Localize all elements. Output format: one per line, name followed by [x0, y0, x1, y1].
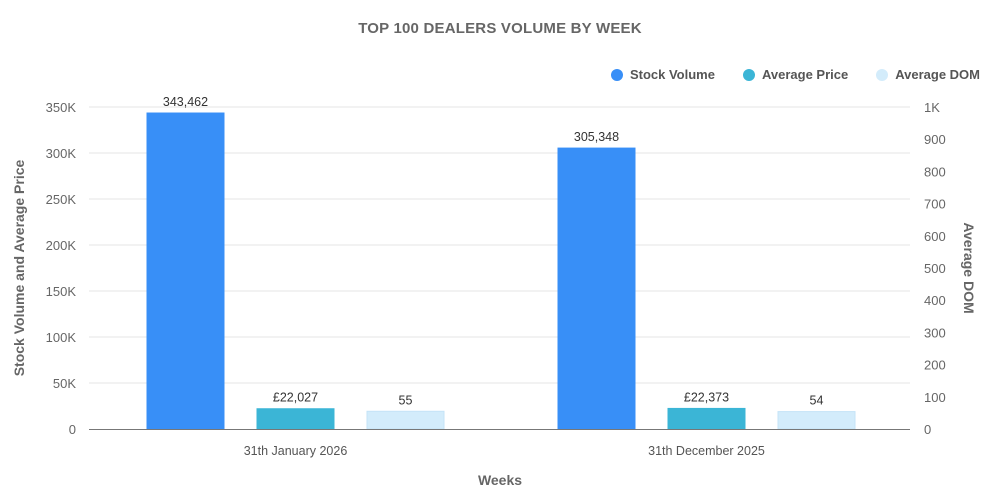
bar-stock-volume[interactable] — [146, 112, 225, 430]
x-axis-title: Weeks — [477, 472, 523, 488]
y-tick-right: 1K — [924, 100, 940, 115]
data-label: 305,348 — [574, 130, 619, 144]
legend-label: Average DOM — [895, 67, 980, 82]
bar-average-price[interactable] — [256, 408, 335, 430]
y-tick-left: 250K — [46, 192, 77, 207]
legend-item-average-price[interactable]: Average Price — [742, 67, 849, 82]
legend-dot-icon — [610, 68, 623, 81]
bar-stock-volume[interactable] — [557, 147, 636, 430]
data-label: £22,373 — [684, 390, 729, 404]
y-tick-left: 300K — [46, 146, 77, 161]
legend-label: Stock Volume — [629, 67, 715, 82]
bar-average-dom[interactable] — [777, 411, 856, 430]
legend-item-average-dom[interactable]: Average DOM — [876, 67, 980, 82]
data-label: £22,027 — [273, 391, 318, 405]
legend-item-stock-volume[interactable]: Stock Volume — [610, 67, 715, 82]
legend-label: Average Price — [761, 67, 849, 82]
data-label: 343,462 — [163, 95, 208, 109]
y-tick-left: 150K — [46, 284, 77, 299]
data-label: 54 — [810, 394, 824, 408]
y-tick-right: 300 — [924, 325, 946, 340]
bar-average-dom[interactable] — [366, 410, 445, 430]
legend-dot-icon — [876, 68, 889, 81]
y-tick-right: 0 — [924, 422, 931, 437]
data-label: 55 — [399, 393, 413, 407]
y-tick-right: 500 — [924, 261, 946, 276]
y-tick-right: 800 — [924, 164, 946, 179]
y-tick-right: 100 — [924, 390, 946, 405]
legend-dot-icon — [742, 68, 755, 81]
y-tick-left: 0 — [69, 422, 76, 437]
chart-title: TOP 100 DEALERS VOLUME BY WEEK — [358, 20, 642, 37]
legend: Stock Volume Average Price Average DOM — [583, 67, 980, 82]
y-tick-left: 350K — [46, 100, 77, 115]
y-tick-right: 700 — [924, 197, 946, 212]
x-tick-label: 31th January 2026 — [244, 444, 348, 458]
y-tick-left: 100K — [46, 330, 77, 345]
x-tick-label: 31th December 2025 — [648, 444, 765, 458]
y-tick-right: 200 — [924, 358, 946, 373]
y-tick-right: 900 — [924, 132, 946, 147]
y-tick-left: 50K — [53, 376, 76, 391]
y-tick-right: 400 — [924, 293, 946, 308]
y-tick-right: 600 — [924, 229, 946, 244]
y-tick-left: 200K — [46, 238, 77, 253]
bar-average-price[interactable] — [667, 407, 746, 430]
